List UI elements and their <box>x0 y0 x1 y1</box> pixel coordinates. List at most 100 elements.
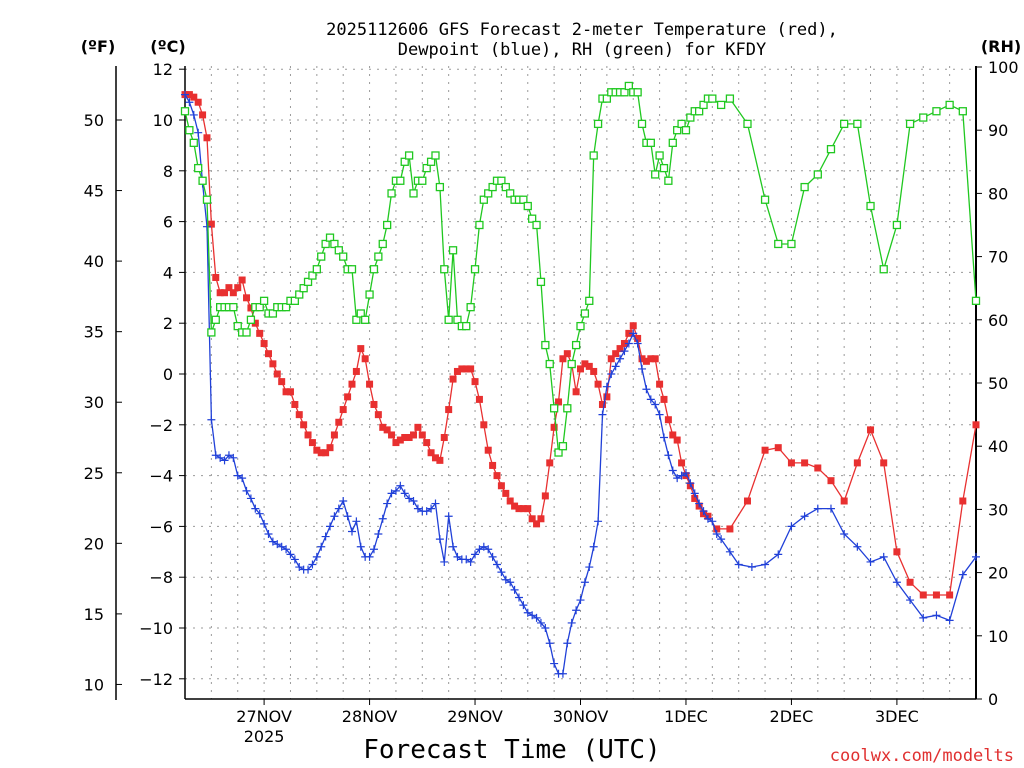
temperature-point <box>462 365 470 373</box>
rh-point <box>528 214 537 223</box>
dewpoint-point <box>352 517 361 526</box>
rh-point <box>866 201 875 211</box>
celsius-tick-label: 4 <box>163 263 173 282</box>
rh-point <box>378 239 387 249</box>
rh-point <box>440 265 449 274</box>
rh-point <box>580 309 590 318</box>
dewpoint-point <box>919 613 928 622</box>
series-dewpoint <box>181 90 980 678</box>
dewpoint-point <box>734 560 743 569</box>
rh-point <box>813 170 822 179</box>
temperature-point <box>546 459 554 467</box>
temperature-point <box>278 378 286 386</box>
temperature-point <box>423 439 431 447</box>
rh-point <box>576 321 585 331</box>
dewpoint-point <box>677 471 686 480</box>
rh-point <box>571 340 581 350</box>
rh-point <box>339 252 348 261</box>
rh-point <box>194 163 203 173</box>
rh-point <box>246 315 256 324</box>
dewpoint-point <box>246 494 255 503</box>
dewpoint-point <box>664 451 673 460</box>
temperature-point <box>243 294 251 302</box>
temperature-point <box>273 370 281 378</box>
temperature-point <box>199 111 207 119</box>
dewpoint-point <box>787 522 796 531</box>
temperature-point <box>581 360 589 368</box>
rh-point <box>681 126 691 135</box>
temperature-point <box>418 431 426 439</box>
dewpoint-point <box>717 535 726 544</box>
rh-point <box>826 145 836 154</box>
rh-point <box>189 138 198 147</box>
rh-point <box>633 88 642 97</box>
rh-point <box>541 340 550 350</box>
temperature-point <box>383 426 391 434</box>
temperature-point <box>625 329 633 337</box>
dewpoint-point <box>343 512 352 521</box>
temperature-point <box>493 472 501 480</box>
rh-point <box>281 303 291 312</box>
x-tick-label: 30NOV <box>553 707 609 726</box>
celsius-tick-label: 6 <box>163 213 173 232</box>
rh-point <box>312 265 321 274</box>
dewpoint-point <box>194 128 203 137</box>
rh-point <box>800 182 809 192</box>
temperature-point <box>607 355 615 363</box>
temperature-point <box>431 454 439 462</box>
temperature-point <box>713 525 721 533</box>
series-line-rh <box>184 84 977 455</box>
dewpoint-point <box>699 507 708 516</box>
rh-point <box>523 201 532 211</box>
dewpoint-point <box>260 519 269 528</box>
rh-point <box>716 100 726 110</box>
dewpoint-point <box>181 90 189 99</box>
temperature-point <box>388 431 396 439</box>
fahrenheit-tick-label: 35 <box>84 323 104 342</box>
dewpoint-point <box>972 552 980 561</box>
temperature-point <box>919 591 927 599</box>
temperature-point <box>594 380 602 388</box>
temperature-point <box>484 446 492 454</box>
temperature-point <box>506 497 514 505</box>
temperature-point <box>317 449 325 457</box>
celsius-tick-label: 0 <box>163 365 173 384</box>
dewpoint-point <box>374 530 383 539</box>
rh-point <box>431 151 440 160</box>
fahrenheit-tick-label: 20 <box>84 534 104 553</box>
temperature-point <box>401 434 409 441</box>
dewpoint-point <box>747 563 756 572</box>
temperature-point <box>339 406 347 414</box>
dewpoint-point <box>501 575 510 584</box>
temperature-point <box>827 477 835 485</box>
rh-point <box>919 113 928 122</box>
axes: 121086420−2−4−6−8−10−1250454035302520151… <box>84 58 1019 746</box>
temperature-point <box>537 515 545 523</box>
rh-point <box>673 126 682 135</box>
rh-point <box>382 220 392 230</box>
temperature-point <box>453 367 461 375</box>
temperature-point <box>251 319 259 327</box>
temperature-point <box>225 284 233 292</box>
temperature-point <box>541 492 549 500</box>
temperature-point <box>260 340 268 348</box>
rh-point <box>321 239 330 249</box>
x-tick-label: 2DEC <box>770 707 814 726</box>
dewpoint-point <box>708 517 717 526</box>
fahrenheit-tick-label: 30 <box>84 393 104 412</box>
rh-point <box>295 290 304 299</box>
temperature-point <box>946 591 954 599</box>
rh-point <box>497 176 506 185</box>
dewpoint-point <box>211 451 220 460</box>
rh-unit-label: (RH) <box>981 37 1021 56</box>
rh-point <box>303 277 313 287</box>
dewpoint-point <box>681 469 690 478</box>
rh-tick-label: 70 <box>988 248 1008 267</box>
rh-point <box>418 176 427 185</box>
temperature-point <box>286 388 294 396</box>
dewpoint-point <box>712 530 721 539</box>
rh-point <box>892 220 902 230</box>
temperature-point <box>489 461 497 469</box>
celsius-tick-label: 12 <box>153 60 173 79</box>
rh-tick-label: 100 <box>988 58 1019 77</box>
